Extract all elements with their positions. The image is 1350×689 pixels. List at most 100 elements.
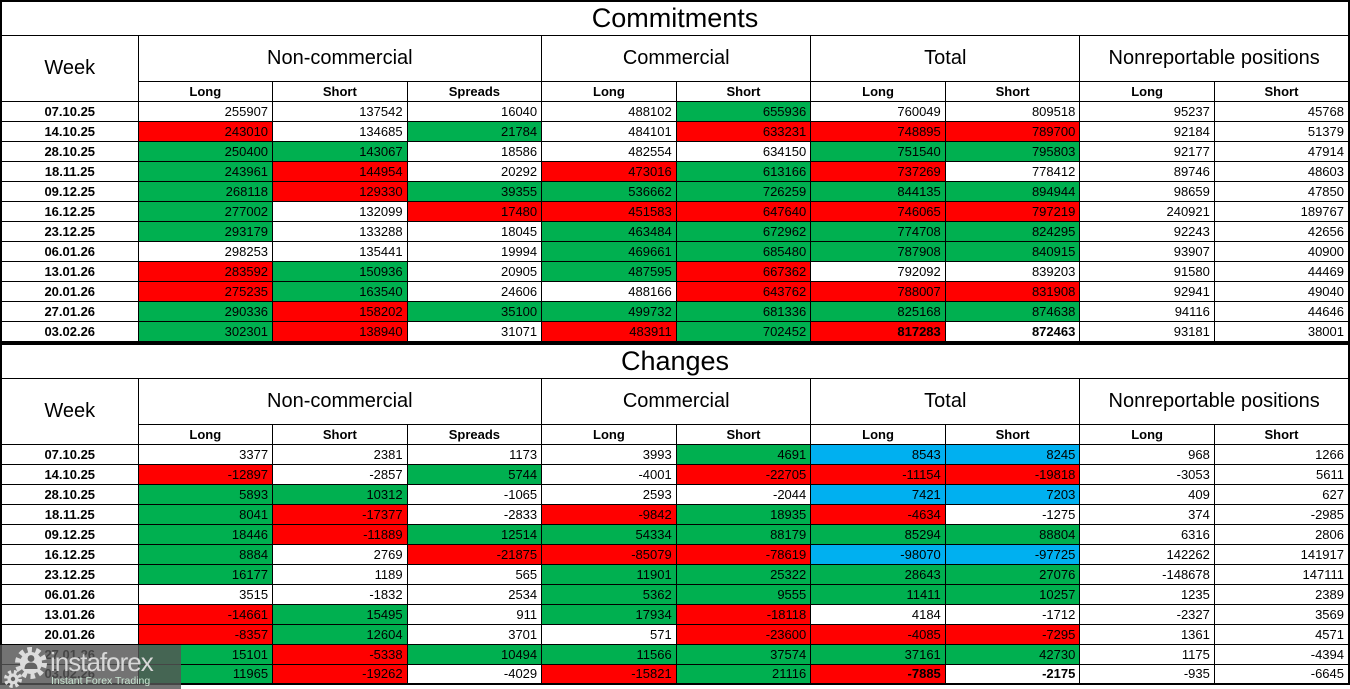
value-cell: 142262 <box>1079 543 1215 565</box>
value-cell: 3377 <box>137 443 274 465</box>
value-cell: 874638 <box>944 301 1081 322</box>
table-row: 07.10.25 3377 2381 1173 3993 4691 8543 8245 968 1… <box>0 443 1350 465</box>
value-cell: 54334 <box>541 523 677 545</box>
value-cell: 1361 <box>1079 623 1215 645</box>
value-cell: 49040 <box>1213 281 1350 302</box>
column-group-header: Total <box>810 35 1081 82</box>
column-group-header: Commercial <box>541 377 812 425</box>
column-header: Long <box>541 81 677 102</box>
value-cell: -2857 <box>272 463 408 485</box>
column-header: Long <box>810 81 946 102</box>
value-cell: 487595 <box>541 261 677 282</box>
value-cell: 469661 <box>541 241 677 262</box>
value-cell: 89746 <box>1079 161 1215 182</box>
value-cell: 760049 <box>810 101 946 122</box>
value-cell: -12897 <box>137 463 274 485</box>
changes-table: Changes Week Non-commercial Commercial Total… <box>0 342 1350 685</box>
week-cell: 09.12.25 <box>0 181 139 202</box>
value-cell: -1275 <box>944 503 1081 525</box>
value-cell: 5362 <box>541 583 677 605</box>
table-row: 28.10.25 250400 143067 18586 482554 634150 751… <box>0 141 1350 162</box>
value-cell: 809518 <box>944 101 1081 122</box>
value-cell: 726259 <box>675 181 812 202</box>
column-header: Long <box>1079 423 1215 445</box>
value-cell: -17377 <box>272 503 408 525</box>
value-cell: -7295 <box>944 623 1081 645</box>
value-cell: 2806 <box>1213 523 1350 545</box>
week-cell: 09.12.25 <box>0 523 139 545</box>
column-header: Short <box>272 81 408 102</box>
value-cell: 18045 <box>406 221 543 242</box>
week-cell: 18.11.25 <box>0 503 139 525</box>
value-cell: -2044 <box>675 483 812 505</box>
value-cell: 31071 <box>406 321 543 342</box>
value-cell: 11901 <box>541 563 677 585</box>
value-cell: 374 <box>1079 503 1215 525</box>
value-cell: 681336 <box>675 301 812 322</box>
value-cell: 10312 <box>272 483 408 505</box>
value-cell: 894944 <box>944 181 1081 202</box>
value-cell: 499732 <box>541 301 677 322</box>
value-cell: 778412 <box>944 161 1081 182</box>
value-cell: 18446 <box>137 523 274 545</box>
value-cell: -7885 <box>810 663 946 685</box>
section-title: Commitments <box>0 0 1350 36</box>
value-cell: 19994 <box>406 241 543 262</box>
value-cell: 737269 <box>810 161 946 182</box>
table-row: 18.11.25 8041 -17377 -2833 -9842 18935 -4634 -1… <box>0 503 1350 525</box>
value-cell: 565 <box>406 563 543 585</box>
table-row: 23.12.25 293179 133288 18045 463484 672962 774… <box>0 221 1350 242</box>
value-cell: 163540 <box>272 281 408 302</box>
value-cell: 1189 <box>272 563 408 585</box>
value-cell: 158202 <box>272 301 408 322</box>
table-row: 06.01.26 298253 135441 19994 469661 685480 787… <box>0 241 1350 262</box>
week-cell: 28.10.25 <box>0 483 139 505</box>
value-cell: -15821 <box>541 663 677 685</box>
table-row: 07.10.25 255907 137542 16040 488102 655936 760… <box>0 101 1350 122</box>
value-cell: 1266 <box>1213 443 1350 465</box>
value-cell: -19262 <box>272 663 408 685</box>
value-cell: 11411 <box>810 583 946 605</box>
value-cell: 243010 <box>137 121 274 142</box>
value-cell: -9842 <box>541 503 677 525</box>
value-cell: 3515 <box>137 583 274 605</box>
value-cell: 613166 <box>675 161 812 182</box>
column-header: Long <box>137 81 274 102</box>
value-cell: 275235 <box>137 281 274 302</box>
value-cell: 135441 <box>272 241 408 262</box>
table-row: 27.01.26 290336 158202 35100 499732 681336 825… <box>0 301 1350 322</box>
value-cell: 788007 <box>810 281 946 302</box>
value-cell: 484101 <box>541 121 677 142</box>
value-cell: 672962 <box>675 221 812 242</box>
value-cell: 6316 <box>1079 523 1215 545</box>
value-cell: -19818 <box>944 463 1081 485</box>
column-header: Short <box>272 423 408 445</box>
week-header: Week <box>0 35 139 102</box>
week-cell: 13.01.26 <box>0 261 139 282</box>
value-cell: 37161 <box>810 643 946 665</box>
value-cell: 24606 <box>406 281 543 302</box>
column-header: Long <box>810 423 946 445</box>
value-cell: 85294 <box>810 523 946 545</box>
value-cell: 138940 <box>272 321 408 342</box>
value-cell: 134685 <box>272 121 408 142</box>
week-cell: 07.10.25 <box>0 443 139 465</box>
value-cell: 277002 <box>137 201 274 222</box>
value-cell: 25322 <box>675 563 812 585</box>
week-cell: 16.12.25 <box>0 201 139 222</box>
week-cell: 16.12.25 <box>0 543 139 565</box>
value-cell: 3701 <box>406 623 543 645</box>
value-cell: 774708 <box>810 221 946 242</box>
value-cell: 825168 <box>810 301 946 322</box>
value-cell: -1832 <box>272 583 408 605</box>
value-cell: 47914 <box>1213 141 1350 162</box>
value-cell: 571 <box>541 623 677 645</box>
value-cell: 451583 <box>541 201 677 222</box>
week-cell: 28.10.25 <box>0 141 139 162</box>
value-cell: 147111 <box>1213 563 1350 585</box>
value-cell: 283592 <box>137 261 274 282</box>
value-cell: -1712 <box>944 603 1081 625</box>
week-cell: 18.11.25 <box>0 161 139 182</box>
value-cell: 2593 <box>541 483 677 505</box>
value-cell: -6645 <box>1213 663 1350 685</box>
